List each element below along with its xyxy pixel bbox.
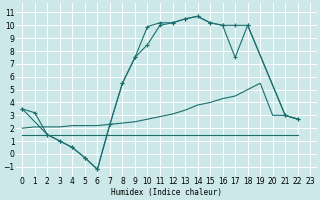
X-axis label: Humidex (Indice chaleur): Humidex (Indice chaleur)	[111, 188, 222, 197]
